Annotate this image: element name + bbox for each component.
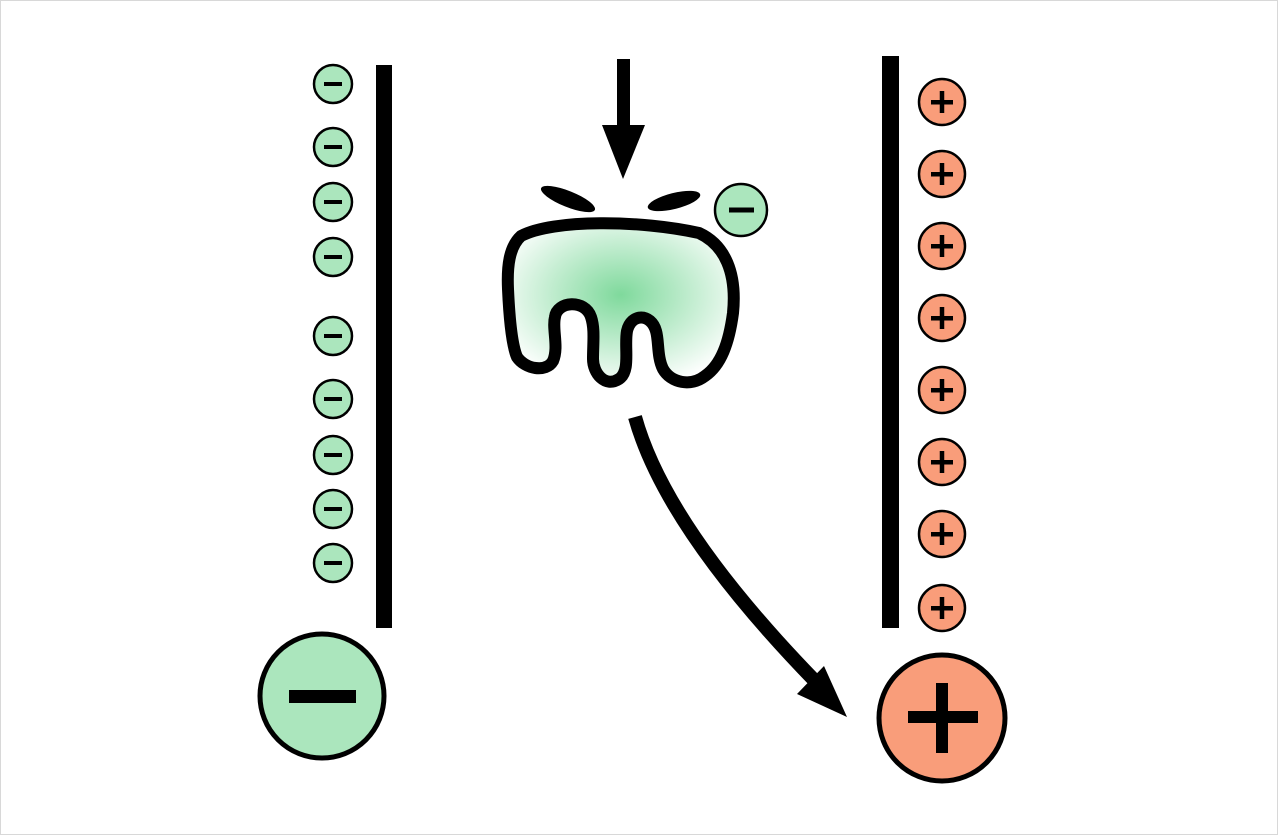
positive-ion-icon — [917, 437, 967, 487]
positive-ion-icon — [917, 293, 967, 343]
anode-plus-icon — [876, 652, 1008, 784]
negative-ion-icon — [312, 63, 354, 105]
negative-ion-icon — [312, 126, 354, 168]
positive-ion-icon — [917, 583, 967, 633]
negative-ion-icon — [312, 378, 354, 420]
positive-ion-icon — [917, 509, 967, 559]
positive-ion-icon — [917, 221, 967, 271]
positive-electrode-plate — [882, 56, 899, 628]
cathode-minus-icon — [257, 631, 387, 761]
protein-blob-icon — [501, 185, 740, 389]
positive-ion-icon — [917, 365, 967, 415]
down-arrow-icon — [602, 59, 645, 179]
curved-arrow-to-anode-icon — [628, 415, 847, 717]
negative-ion-icon — [312, 181, 354, 223]
negative-ion-icon — [312, 315, 354, 357]
negative-ion-icon — [312, 488, 354, 530]
negative-ion-icon — [312, 434, 354, 476]
positive-ion-icon — [917, 149, 967, 199]
positive-ion-icon — [917, 77, 967, 127]
negative-ion-column — [312, 63, 354, 584]
negative-ion-icon — [312, 236, 354, 278]
negative-electrode-plate — [376, 65, 392, 628]
negative-ion-icon — [312, 542, 354, 584]
molecule-charge-minus-icon — [713, 182, 769, 238]
positive-ion-column — [917, 77, 967, 633]
